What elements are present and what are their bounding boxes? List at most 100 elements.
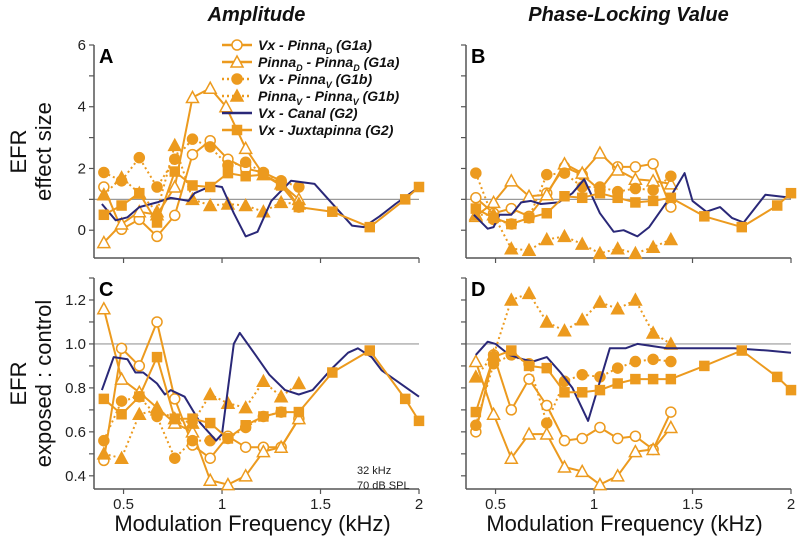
data-point <box>327 206 338 217</box>
data-point <box>506 345 517 356</box>
x-tick-label: 2 <box>415 496 423 513</box>
data-point <box>470 419 482 432</box>
series-line <box>102 321 300 461</box>
data-point <box>96 446 112 460</box>
data-point <box>470 406 482 418</box>
legend-marker-triangle-icon <box>229 88 245 102</box>
series-pinnaD-pinnaD <box>468 353 679 491</box>
data-point <box>149 402 165 416</box>
legend-text: Pinna <box>258 54 296 70</box>
data-point <box>574 312 590 326</box>
legend-text: - Pinna <box>303 54 354 70</box>
series-vx-juxtapinna <box>470 187 797 233</box>
legend-text: - Pinna <box>302 88 353 104</box>
data-point <box>114 216 129 230</box>
legend-text: Vx - Juxtapinna (G2) <box>258 122 394 138</box>
legend-item-pinnaD-pinnaD: PinnaD - PinnaD (G1a) <box>222 54 400 73</box>
series-vx-juxtapinna <box>470 345 797 418</box>
data-point <box>133 360 146 372</box>
x-tick-label: 2 <box>787 496 795 513</box>
data-point <box>202 197 218 212</box>
data-point <box>576 387 588 398</box>
data-point <box>413 181 425 193</box>
data-point <box>594 421 606 434</box>
data-point <box>133 151 146 164</box>
legend-subscript: V <box>353 97 360 107</box>
data-point <box>699 360 710 372</box>
data-point <box>539 426 555 440</box>
series-pinnaD-pinnaD <box>468 145 679 223</box>
data-point <box>258 411 269 422</box>
data-point <box>98 166 110 179</box>
data-point <box>134 391 145 402</box>
y-axis-label-sub: exposed : control <box>31 300 56 468</box>
legend-marker-circle-icon <box>231 73 243 85</box>
data-point <box>558 167 571 179</box>
data-point <box>187 180 198 191</box>
data-point <box>98 209 110 221</box>
column-title: Phase-Locking Value <box>528 4 728 26</box>
series-vx-pinnaD <box>98 134 305 243</box>
legend-marker-circle-icon <box>231 39 243 51</box>
data-point <box>576 432 588 445</box>
series-vx-pinnaD <box>98 316 305 467</box>
data-point <box>169 413 181 424</box>
data-point <box>665 355 677 368</box>
data-point <box>293 181 305 193</box>
data-point <box>291 411 307 425</box>
series-vx-canal <box>101 179 420 238</box>
data-point <box>364 221 376 233</box>
series-line <box>474 353 672 451</box>
panel-letter: D <box>471 279 485 301</box>
x-tick-label: 1 <box>590 496 598 513</box>
x-axis-label: Modulation Frequency (kHz) <box>114 511 390 536</box>
data-point <box>470 203 482 214</box>
data-point <box>151 230 163 243</box>
data-point <box>504 450 519 464</box>
data-point <box>629 355 642 368</box>
data-point <box>273 194 289 209</box>
data-point <box>256 373 271 388</box>
panel-letter: C <box>99 279 113 301</box>
data-point <box>559 191 570 202</box>
x-tick-label: 1 <box>218 496 226 513</box>
data-point <box>541 168 553 181</box>
data-point <box>785 384 797 396</box>
y-tick-label: 6 <box>78 37 86 54</box>
legend-text: (G1a) <box>360 54 400 70</box>
data-point <box>665 192 677 204</box>
data-point <box>504 292 519 306</box>
data-point <box>523 212 535 224</box>
data-point <box>610 241 625 255</box>
data-point <box>204 181 216 193</box>
data-point <box>592 145 608 159</box>
series-line <box>103 170 420 229</box>
data-point <box>187 413 198 424</box>
data-point <box>647 184 659 196</box>
data-point <box>558 434 571 447</box>
series-pinnaD-pinnaD <box>96 301 307 491</box>
data-point <box>505 404 518 416</box>
data-point <box>291 375 307 390</box>
data-point <box>98 393 110 405</box>
data-point <box>275 180 287 191</box>
panel-a: 0 2 4 6A Amplitude EFR effect size <box>6 4 425 263</box>
data-point <box>557 323 572 337</box>
data-point <box>468 207 484 221</box>
y-axis-label-main: EFR <box>6 130 31 174</box>
data-point <box>647 353 659 366</box>
series-vx-juxtapinna <box>98 345 425 444</box>
data-point <box>273 389 289 403</box>
y-tick-label: 2 <box>78 160 86 177</box>
series-line <box>100 331 420 442</box>
data-point <box>628 245 643 260</box>
column-title: Amplitude <box>207 4 306 26</box>
data-point <box>151 316 163 328</box>
data-point <box>186 148 199 161</box>
data-point <box>132 406 147 421</box>
y-axis-label-main: EFR <box>6 362 31 406</box>
data-point <box>592 294 608 308</box>
data-point <box>470 192 482 204</box>
series-line <box>473 172 792 238</box>
